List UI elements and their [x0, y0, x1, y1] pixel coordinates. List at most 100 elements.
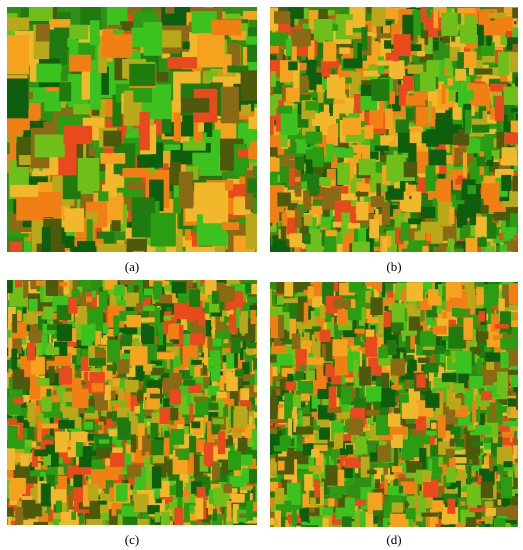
segment — [247, 342, 257, 349]
segment — [308, 40, 315, 60]
segment — [164, 430, 170, 443]
segment — [7, 13, 18, 49]
segment — [40, 472, 46, 477]
segment — [415, 416, 427, 431]
segment — [506, 407, 511, 416]
segment — [211, 290, 219, 304]
segment — [494, 16, 513, 31]
segment — [347, 223, 361, 229]
segment — [173, 197, 181, 214]
segment — [144, 403, 154, 417]
segment — [378, 310, 389, 334]
segment — [285, 39, 293, 56]
segment — [195, 497, 204, 520]
segment — [406, 282, 424, 302]
segment — [510, 213, 518, 239]
segment — [172, 456, 188, 475]
segment — [457, 175, 467, 181]
segment — [359, 512, 369, 527]
segment — [393, 34, 411, 57]
segment — [91, 459, 110, 470]
segment — [110, 452, 125, 467]
segment — [364, 125, 374, 139]
segment — [442, 312, 447, 319]
segment — [270, 72, 271, 94]
segment — [493, 517, 506, 527]
segment — [417, 357, 430, 364]
segment — [289, 160, 296, 173]
segment — [353, 359, 358, 379]
segment — [428, 472, 442, 483]
segment — [341, 372, 346, 385]
segment — [246, 375, 255, 398]
segment — [270, 76, 274, 102]
segment — [456, 190, 462, 201]
segment — [57, 522, 64, 525]
segment — [24, 439, 32, 449]
segment — [49, 19, 71, 28]
segment — [330, 48, 346, 54]
segment — [386, 204, 400, 213]
segment — [444, 487, 458, 496]
segment — [398, 485, 404, 494]
segment — [460, 24, 477, 44]
segment — [367, 317, 381, 324]
segment — [30, 356, 45, 375]
segment — [417, 131, 430, 144]
segment — [144, 458, 150, 482]
segment — [8, 306, 16, 331]
segment — [180, 318, 189, 331]
segment — [239, 315, 245, 333]
segment — [476, 60, 483, 77]
segment — [419, 448, 427, 470]
segment — [513, 307, 518, 323]
segment — [472, 352, 484, 363]
segment — [153, 307, 161, 328]
segment — [133, 338, 140, 345]
segment — [345, 20, 353, 36]
segment — [344, 497, 355, 519]
segment — [81, 370, 98, 381]
segment — [277, 220, 283, 227]
segment — [275, 290, 284, 305]
segment — [347, 418, 363, 436]
segment — [498, 298, 505, 311]
segment — [240, 302, 253, 319]
segment — [439, 7, 447, 18]
segment — [512, 175, 518, 192]
segment — [275, 457, 287, 462]
segment — [420, 206, 436, 219]
segment — [383, 311, 391, 328]
segment — [168, 434, 173, 455]
segment — [439, 162, 447, 185]
segment — [203, 442, 210, 466]
segment — [297, 296, 308, 319]
segment — [504, 132, 518, 145]
segment — [189, 357, 194, 376]
segment — [463, 51, 477, 68]
segment — [352, 241, 370, 252]
segment — [446, 477, 456, 490]
segment — [298, 327, 303, 340]
segment — [317, 88, 326, 103]
segment — [41, 227, 51, 252]
segment — [439, 79, 444, 96]
segment — [13, 448, 29, 453]
segment — [473, 525, 479, 527]
segment — [229, 475, 245, 487]
segment — [178, 383, 189, 396]
segment — [517, 53, 518, 76]
segment — [423, 362, 439, 373]
segment — [250, 524, 257, 525]
segment — [321, 249, 330, 252]
segment — [183, 282, 198, 292]
segment — [103, 130, 122, 147]
segment — [276, 500, 292, 513]
segment — [426, 456, 439, 475]
segment — [113, 467, 125, 489]
segment — [464, 109, 471, 134]
segment — [484, 282, 489, 286]
segment — [249, 377, 257, 385]
segment — [7, 17, 30, 31]
segment — [331, 216, 336, 241]
